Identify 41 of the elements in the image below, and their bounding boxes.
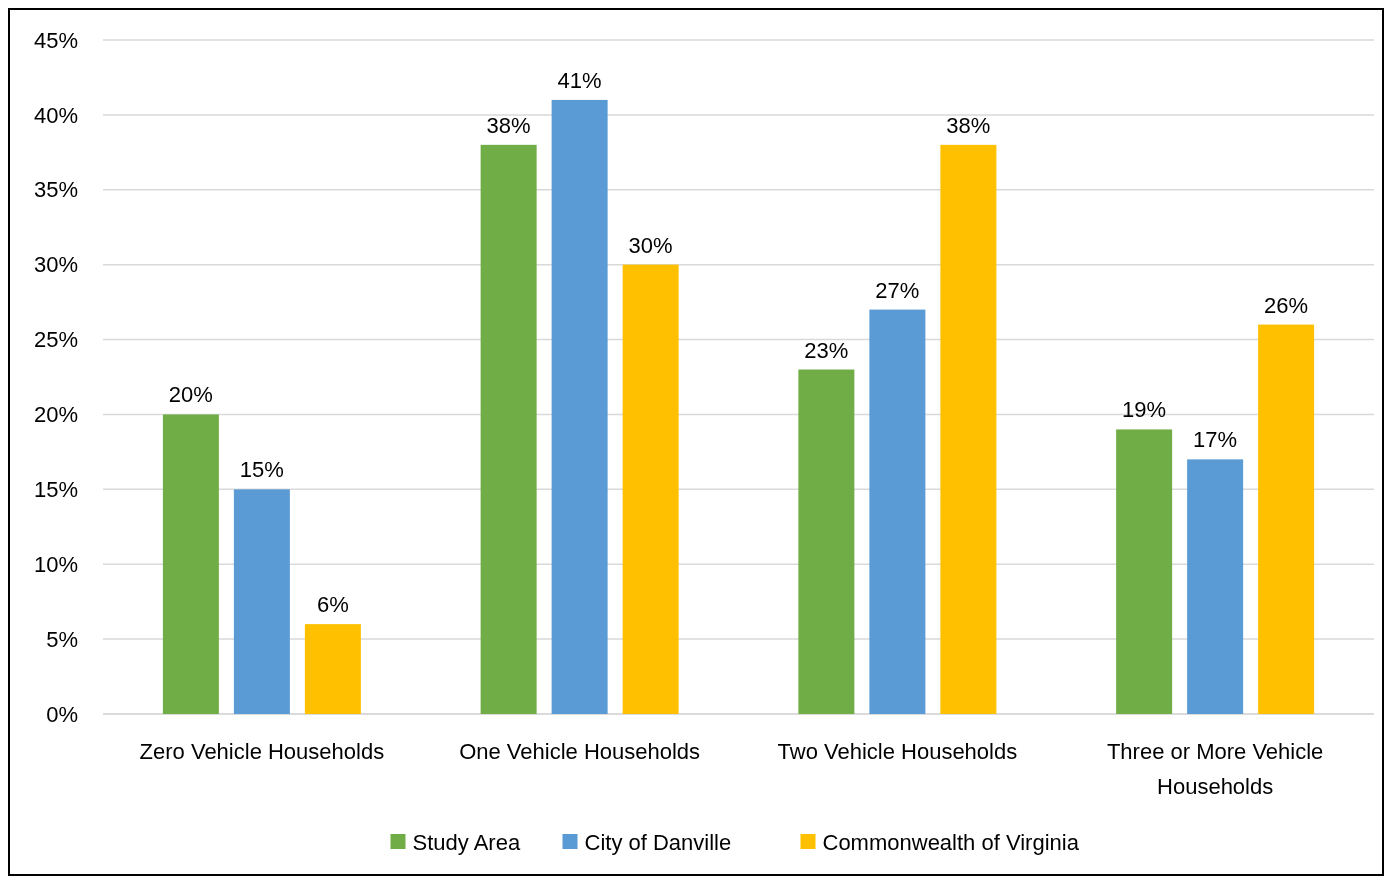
y-tick-label: 30% xyxy=(33,252,78,278)
x-tick-label: Three or More Vehicle Households xyxy=(1106,739,1324,799)
bar xyxy=(304,624,361,714)
bar xyxy=(940,144,997,714)
data-label: 15% xyxy=(239,457,284,483)
y-tick-label: 5% xyxy=(46,626,78,652)
bar xyxy=(551,99,608,714)
y-tick-label: 45% xyxy=(33,27,78,53)
data-label: 23% xyxy=(804,337,849,363)
data-label: 26% xyxy=(1264,292,1309,318)
bar xyxy=(1258,324,1315,714)
legend-label: Commonwealth of Virginia xyxy=(822,829,1080,855)
bar xyxy=(233,489,290,714)
bar xyxy=(869,309,926,714)
data-label: 6% xyxy=(316,592,349,618)
data-label: 38% xyxy=(946,112,991,138)
x-tick-label: One Vehicle Households xyxy=(459,739,701,764)
y-tick-label: 35% xyxy=(33,177,78,203)
y-tick-label: 40% xyxy=(33,102,78,128)
data-label: 38% xyxy=(486,112,531,138)
data-label: 20% xyxy=(168,382,213,408)
data-label: 27% xyxy=(875,277,920,303)
bar xyxy=(798,369,855,714)
bar xyxy=(480,144,537,714)
legend-label: Study Area xyxy=(412,829,521,855)
y-tick-label: 25% xyxy=(33,327,78,353)
x-tick-label: Zero Vehicle Households xyxy=(139,739,385,764)
data-label: 30% xyxy=(628,232,673,258)
y-tick-label: 10% xyxy=(33,551,78,577)
y-tick-label: 15% xyxy=(33,477,78,503)
data-label: 19% xyxy=(1122,397,1167,423)
bar xyxy=(162,414,219,714)
data-label: 17% xyxy=(1193,427,1238,453)
bar xyxy=(1187,459,1244,714)
legend-label: City of Danville xyxy=(584,829,732,855)
x-tick-label: Two Vehicle Households xyxy=(777,739,1018,764)
y-tick-label: 0% xyxy=(46,701,78,727)
data-label: 41% xyxy=(557,67,602,93)
y-tick-label: 20% xyxy=(33,402,78,428)
bar xyxy=(1116,429,1173,714)
bar xyxy=(622,264,679,714)
